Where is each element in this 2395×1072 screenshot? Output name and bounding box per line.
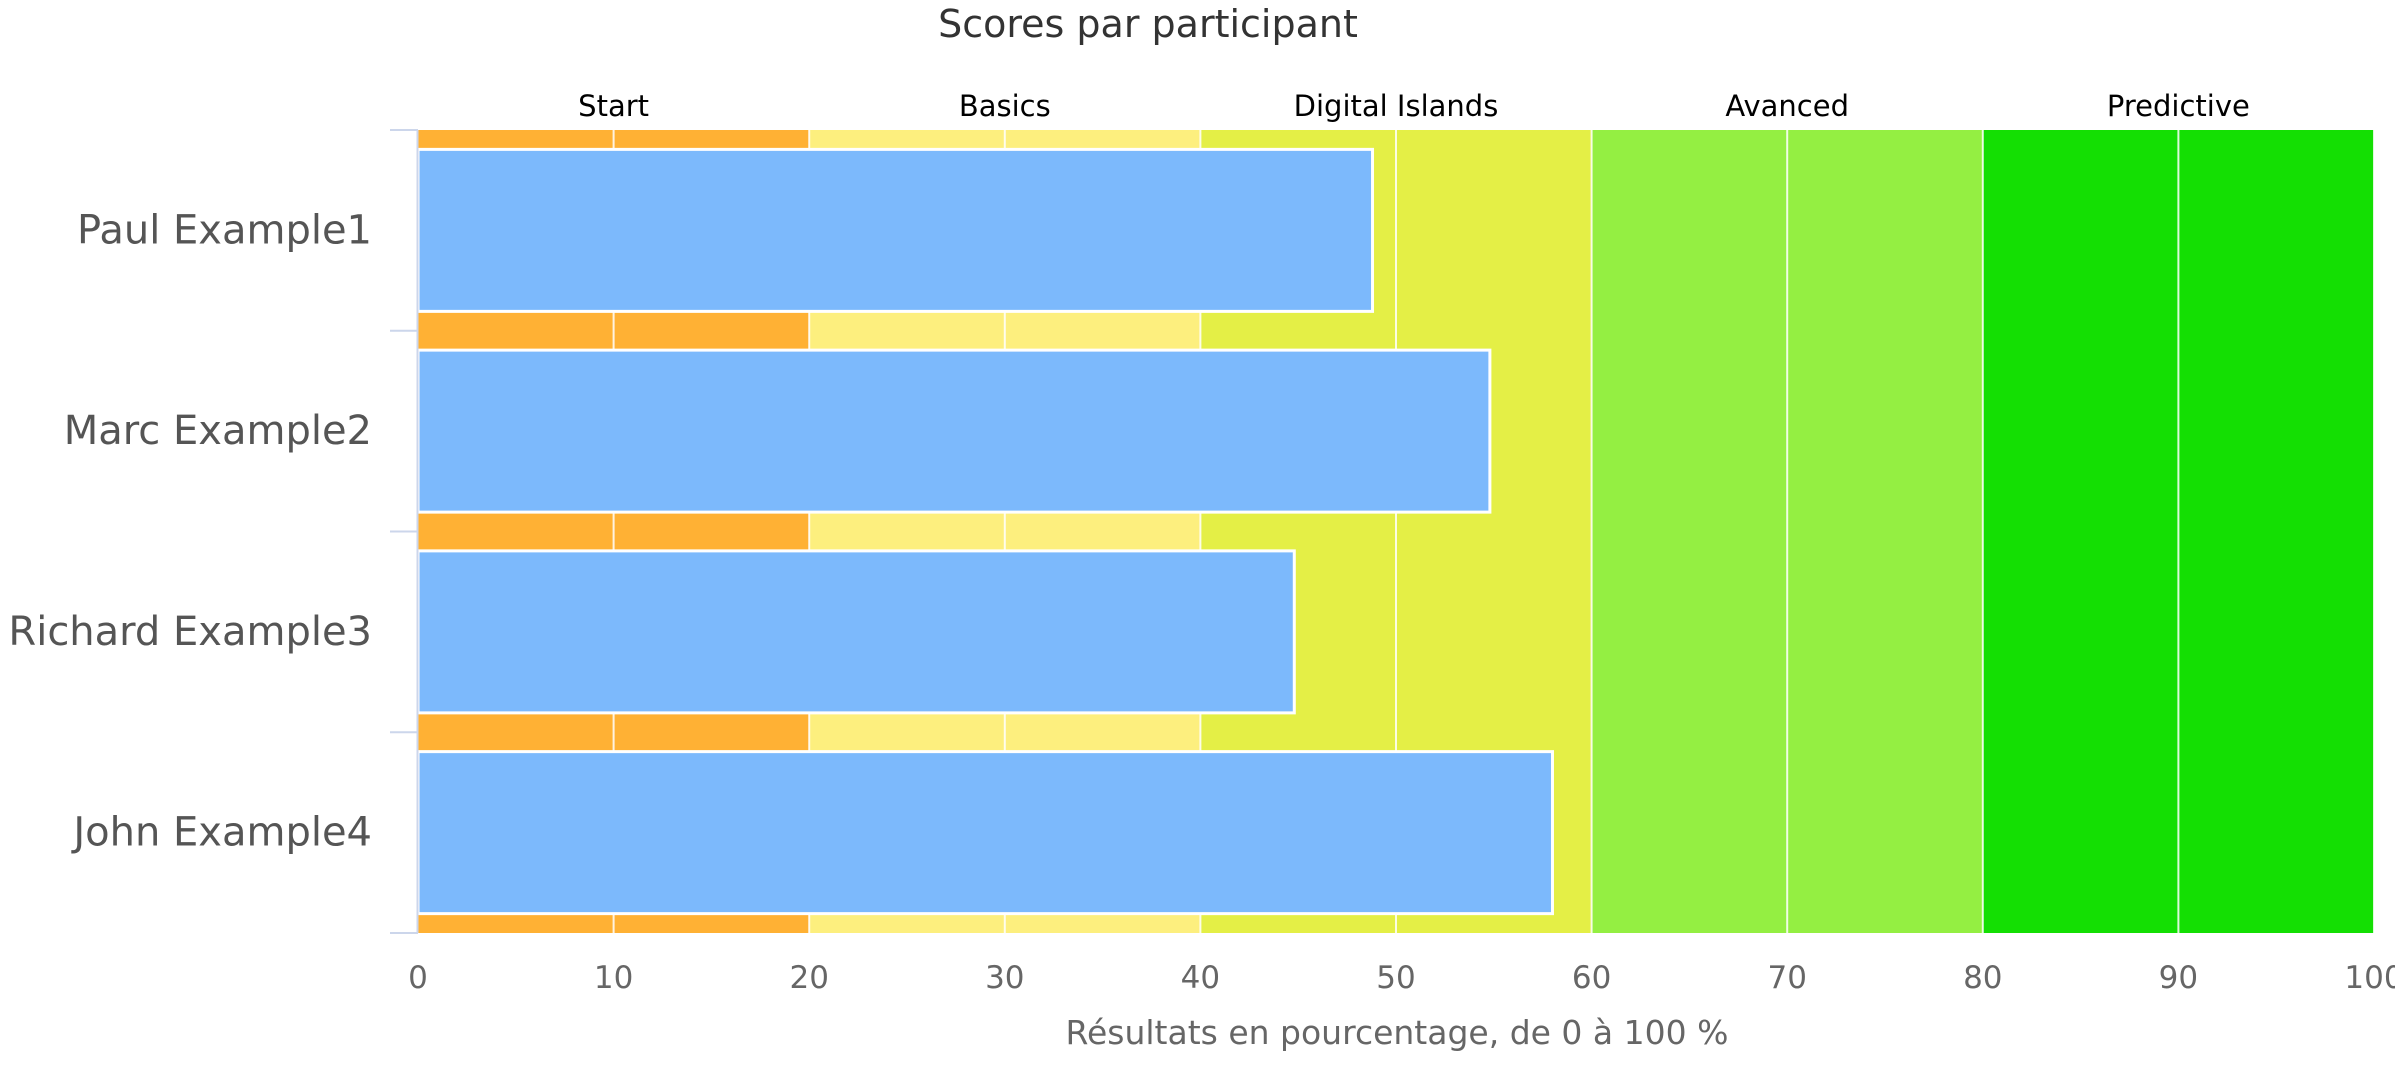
bars-layer: [416, 147, 1554, 916]
x-tick-label-70: 70: [1767, 960, 1806, 996]
category-label-3: Richard Example3: [8, 609, 372, 655]
labels-layer: Start Basics Digital Islands Avanced Predict…: [8, 89, 2395, 996]
bar-4: [416, 750, 1554, 916]
x-tick-label-80: 80: [1963, 960, 2002, 996]
bar-3: [416, 549, 1296, 715]
plot-band-label-1: Start: [578, 89, 649, 123]
chart-title: Scores par participant: [938, 2, 1358, 46]
x-tick-label-90: 90: [2159, 960, 2198, 996]
plot-band-label-3: Digital Islands: [1294, 89, 1499, 123]
bar-2: [416, 348, 1492, 514]
x-tick-label-20: 20: [789, 960, 828, 996]
plot-band-label-5: Predictive: [2107, 89, 2250, 123]
axis-layer: [390, 129, 419, 934]
plot-band-label-4: Avanced: [1725, 89, 1849, 123]
x-tick-label-50: 50: [1376, 960, 1415, 996]
bar-1: [416, 147, 1375, 313]
plot-band-label-2: Basics: [959, 89, 1051, 123]
category-label-4: John Example4: [70, 810, 372, 856]
x-tick-label-10: 10: [594, 960, 633, 996]
x-tick-label-60: 60: [1572, 960, 1611, 996]
x-tick-label-0: 0: [408, 960, 428, 996]
x-axis-title: Résultats en pourcentage, de 0 à 100 %: [1066, 1013, 1729, 1052]
x-tick-label-30: 30: [985, 960, 1024, 996]
category-label-2: Marc Example2: [64, 408, 372, 454]
x-tick-label-40: 40: [1181, 960, 1220, 996]
category-label-1: Paul Example1: [77, 207, 372, 253]
x-tick-label-100: 100: [2344, 960, 2395, 996]
